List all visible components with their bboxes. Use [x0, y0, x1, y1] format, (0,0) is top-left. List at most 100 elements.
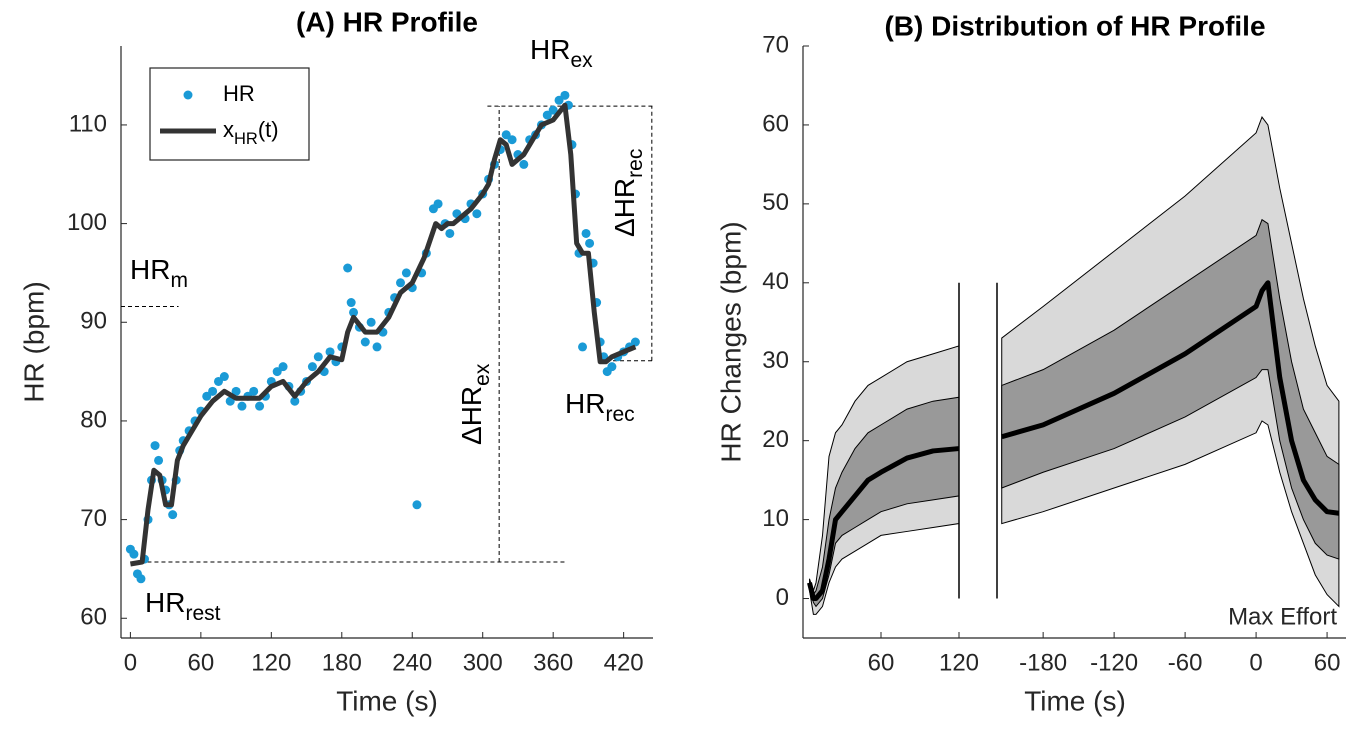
data-point [272, 367, 282, 377]
data-point [255, 401, 265, 411]
text-base: HR [565, 388, 605, 419]
data-point [154, 455, 164, 465]
y-axis-label: HR Changes (bpm) [715, 221, 746, 462]
y-tick-label: 10 [762, 505, 789, 532]
text-sub: ex [570, 49, 593, 72]
legend-label: HR [223, 81, 255, 106]
data-point [346, 298, 356, 308]
line [129, 102, 637, 567]
annotation: HRex [530, 34, 593, 71]
data-point [349, 307, 359, 317]
x-tick-label: 120 [251, 649, 291, 676]
data-point [472, 209, 482, 219]
legend-marker [183, 90, 193, 100]
legend-box [149, 67, 310, 161]
y-tick-label: 70 [762, 31, 789, 58]
y-axis-label: HR (bpm) [18, 281, 49, 402]
data-point [202, 391, 212, 401]
x-axis-label: Time (s) [336, 685, 438, 716]
data-point [290, 396, 300, 406]
y-tick-label: 40 [762, 268, 789, 295]
y-tick-label: 20 [762, 426, 789, 453]
data-point [445, 228, 455, 238]
data-point [542, 110, 552, 120]
legend-label: xHR(t) [223, 117, 279, 149]
text-sub: ex [471, 363, 494, 386]
text-base: x [223, 117, 234, 142]
data-point [519, 159, 529, 169]
y-tick-label: 110 [69, 110, 107, 137]
text-sub: HR [234, 130, 258, 148]
data-point [249, 386, 259, 396]
data-point [307, 362, 317, 372]
x-tick-label: 0 [124, 649, 137, 676]
annotation: HRrec [565, 388, 635, 425]
data-point [396, 278, 406, 288]
text-sub: rest [185, 602, 220, 625]
data-point [208, 386, 218, 396]
data-point [560, 90, 570, 100]
x-tick-label: 60 [1314, 649, 1341, 676]
y-tick-label: 30 [762, 347, 789, 374]
annotation: HRrest [145, 587, 221, 624]
text-base: ΔHR [609, 178, 640, 237]
x-tick-label: 240 [392, 649, 432, 676]
data-point [578, 342, 588, 352]
data-point [401, 268, 411, 278]
x-tick-label: 420 [604, 649, 644, 676]
y-tick-label: 0 [776, 584, 789, 611]
data-point [150, 441, 160, 451]
text-sub: m [170, 269, 188, 292]
text-base: HR [130, 254, 170, 285]
data-point [607, 362, 617, 372]
data-point [366, 317, 376, 327]
x-tick-label: 360 [533, 649, 573, 676]
data-point [237, 401, 247, 411]
text-sub: rec [624, 149, 647, 178]
x-tick-label: 60 [188, 649, 215, 676]
x-tick-label: -120 [1090, 649, 1138, 676]
annotation: ΔHRex [456, 363, 493, 445]
data-point [231, 386, 241, 396]
data-point [507, 135, 517, 145]
data-point [343, 263, 353, 273]
median-line [807, 446, 960, 602]
annotation: HRm [130, 254, 188, 291]
data-point [433, 199, 443, 209]
y-tick-label: 80 [80, 406, 107, 433]
data-point [129, 549, 139, 559]
data-point [325, 347, 335, 357]
y-tick-label: 60 [80, 604, 107, 631]
median-line [1001, 280, 1340, 516]
chart-title: (A) HR Profile [296, 6, 478, 37]
data-point [278, 362, 288, 372]
data-point [554, 95, 564, 105]
annotation: Max Effort [1228, 603, 1337, 630]
data-point [501, 130, 511, 140]
y-tick-label: 90 [80, 308, 107, 335]
y-tick-label: 60 [762, 110, 789, 137]
data-point [360, 337, 370, 347]
data-point [136, 574, 146, 584]
data-point [630, 337, 640, 347]
text-base: HR [223, 81, 255, 106]
x-tick-label: 0 [1249, 649, 1262, 676]
text-base: HR [145, 587, 185, 618]
data-point [585, 238, 595, 248]
annotation: ΔHRrec [609, 149, 646, 237]
y-tick-label: 100 [67, 209, 107, 236]
x-tick-label: 120 [939, 649, 979, 676]
data-point [313, 352, 323, 362]
x-tick-label: 300 [463, 649, 503, 676]
data-point [548, 105, 558, 115]
y-tick-label: 50 [762, 189, 789, 216]
x-tick-label: -60 [1168, 649, 1203, 676]
text-sub: rec [605, 403, 634, 426]
data-point [412, 500, 422, 510]
x-tick-label: -180 [1019, 649, 1067, 676]
y-tick-label: 70 [80, 505, 107, 532]
data-point [581, 228, 591, 238]
data-point [219, 372, 229, 382]
x-tick-label: 180 [322, 649, 362, 676]
